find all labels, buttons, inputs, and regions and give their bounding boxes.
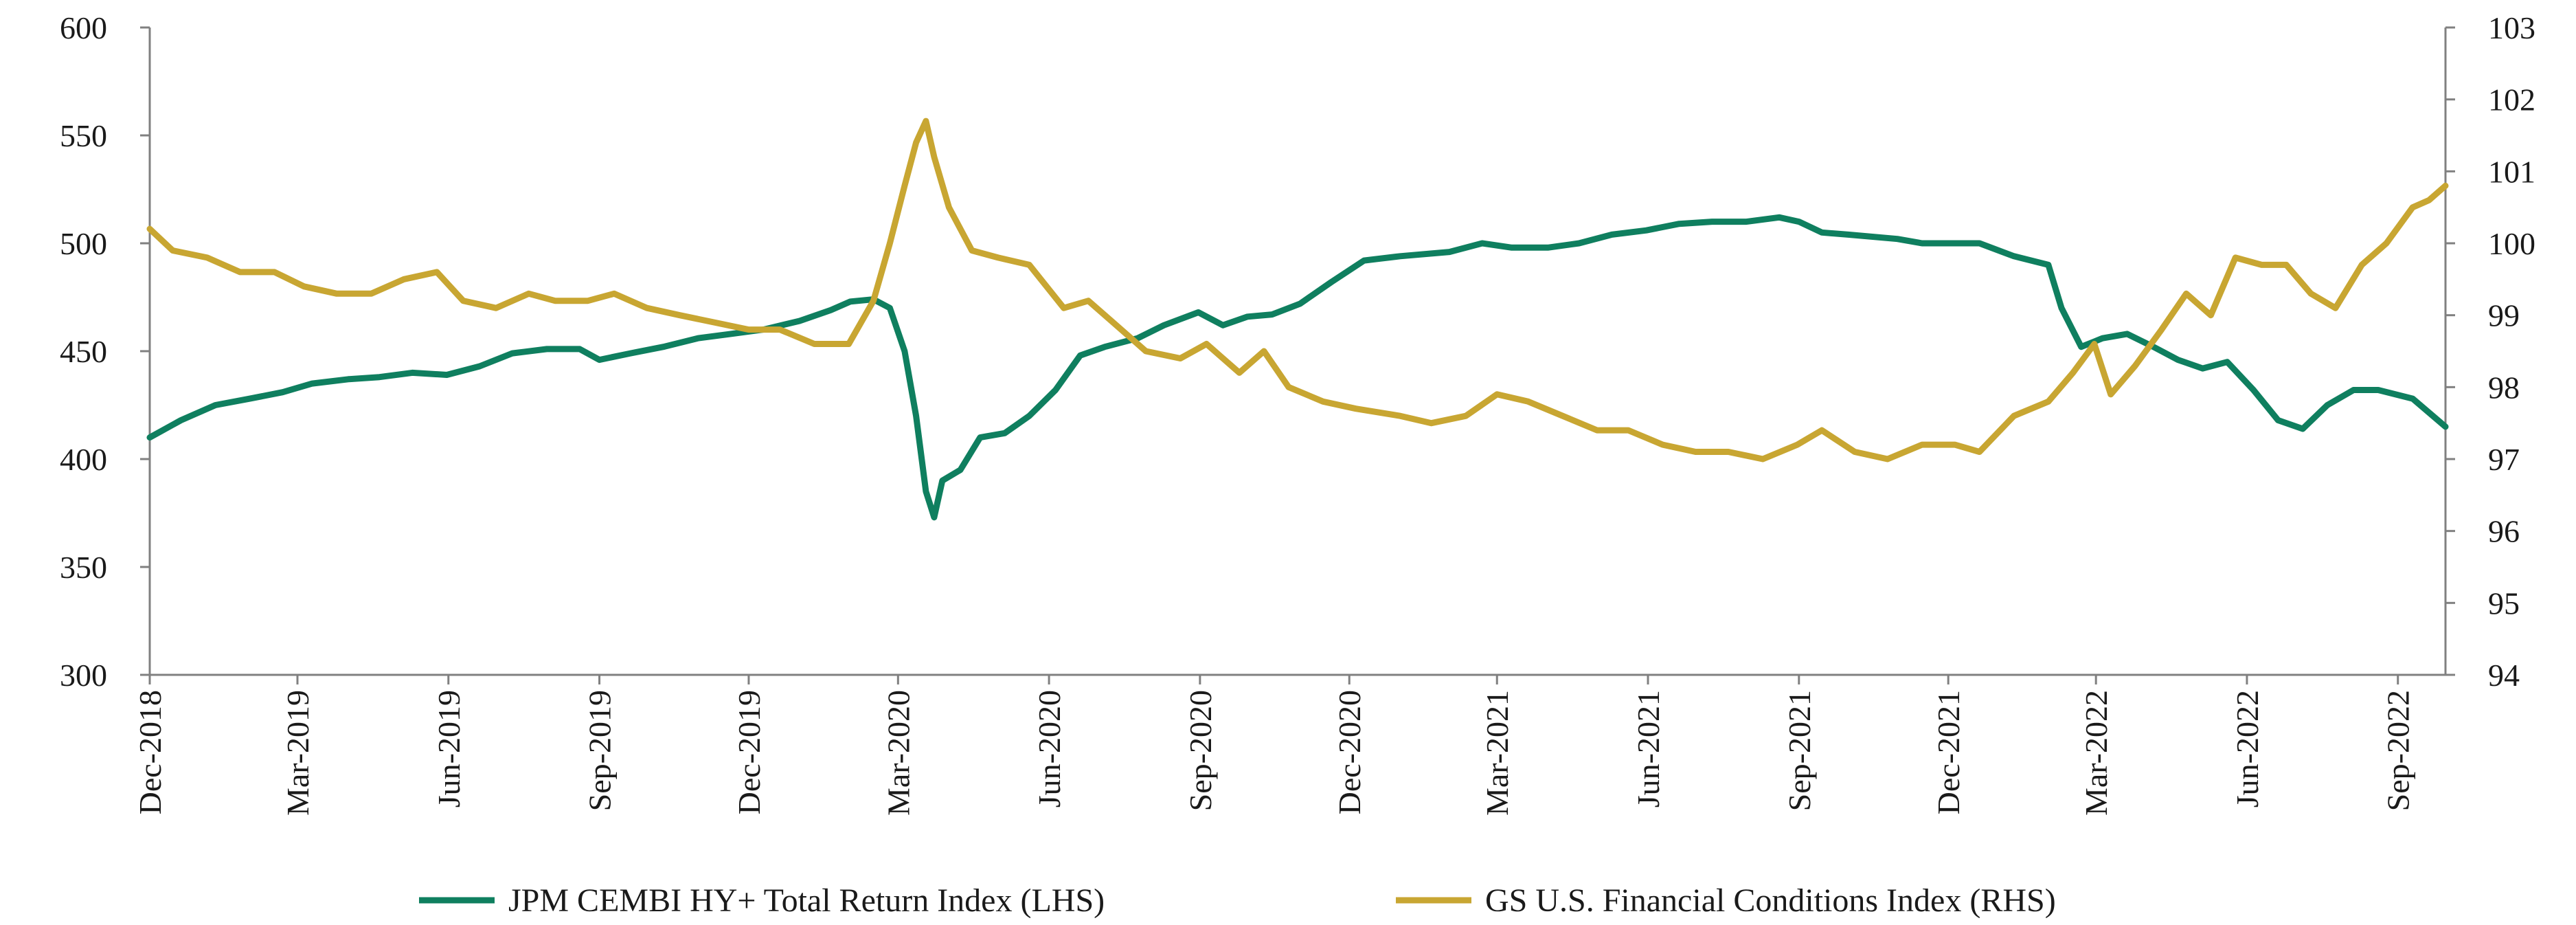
legend: JPM CEMBI HY+ Total Return Index (LHS) G… (419, 882, 2056, 919)
y-left-tick-label: 500 (60, 226, 107, 261)
x-tick-label: Sep-2019 (583, 690, 618, 811)
y-right-tick-label: 102 (2488, 82, 2535, 118)
legend-label-gs-fci: GS U.S. Financial Conditions Index (RHS) (1485, 882, 2056, 919)
x-tick-label: Mar-2022 (2079, 690, 2114, 816)
x-tick-label: Jun-2019 (431, 690, 466, 807)
x-tick-label: Sep-2021 (1782, 690, 1817, 811)
y-right-tick-label: 94 (2488, 658, 2520, 693)
x-tick-label: Sep-2022 (2381, 690, 2416, 811)
ticks-layer: 300 350 400 450 500 550 600 94 95 96 97 98 99 100 101 1… (60, 10, 2535, 816)
series-line-cembi (146, 214, 2449, 521)
x-tick-label: Mar-2021 (1480, 690, 1515, 816)
y-right-tick-label: 99 (2488, 298, 2520, 333)
series-line-gs-fci (146, 118, 2449, 462)
series-layer (146, 118, 2449, 521)
x-tick-label: Dec-2020 (1332, 690, 1367, 814)
y-left-tick-label: 450 (60, 334, 107, 369)
y-left-tick-label: 300 (60, 658, 107, 693)
y-right-tick-label: 98 (2488, 370, 2520, 405)
y-right-tick-label: 101 (2488, 154, 2535, 189)
axes-layer (148, 27, 2447, 676)
y-right-tick-label: 103 (2488, 10, 2535, 45)
y-left-tick-label: 350 (60, 550, 107, 585)
x-tick-label: Jun-2021 (1631, 690, 1666, 807)
x-tick-label: Sep-2020 (1183, 690, 1218, 811)
x-tick-label: Dec-2018 (133, 690, 168, 814)
y-left-tick-label: 550 (60, 118, 107, 153)
x-tick-label: Mar-2019 (280, 690, 315, 816)
x-tick-label: Dec-2019 (732, 690, 767, 814)
x-tick-label: Mar-2020 (881, 690, 916, 816)
y-right-tick-label: 95 (2488, 586, 2520, 621)
y-left-tick-label: 600 (60, 10, 107, 45)
x-tick-label: Jun-2020 (1032, 690, 1067, 807)
y-right-tick-label: 100 (2488, 226, 2535, 261)
legend-label-cembi: JPM CEMBI HY+ Total Return Index (LHS) (508, 882, 1105, 919)
y-left-tick-label: 400 (60, 442, 107, 477)
x-tick-label: Jun-2022 (2230, 690, 2265, 807)
x-tick-label: Dec-2021 (1931, 690, 1966, 814)
y-right-tick-label: 96 (2488, 514, 2520, 549)
y-right-tick-label: 97 (2488, 442, 2520, 477)
